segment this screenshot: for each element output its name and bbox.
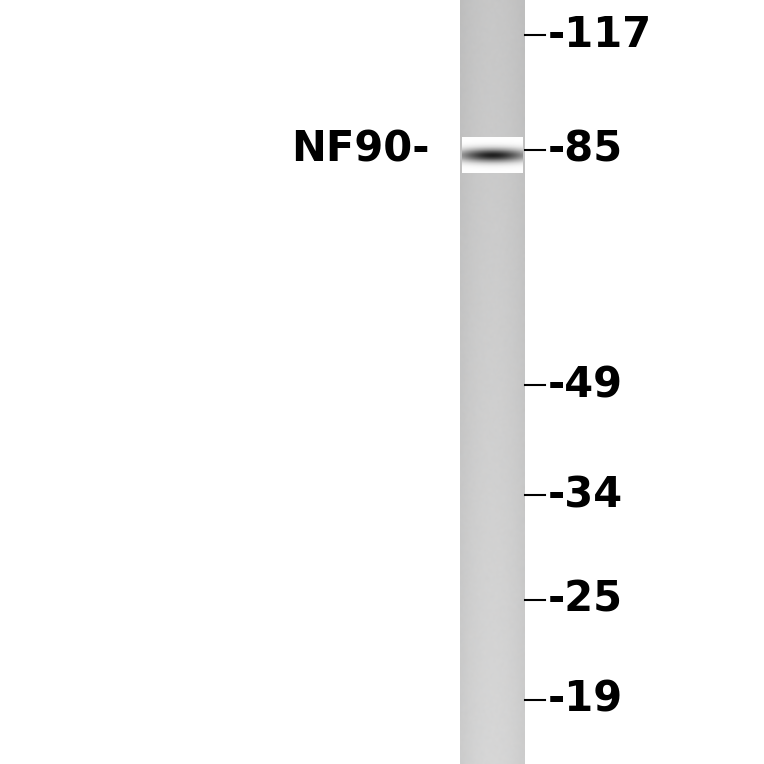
Text: -85: -85	[548, 129, 623, 171]
Text: -117: -117	[548, 14, 652, 56]
Text: -49: -49	[548, 364, 623, 406]
Text: -25: -25	[548, 579, 623, 621]
Text: -19: -19	[548, 679, 623, 721]
Text: -34: -34	[548, 474, 623, 516]
Text: NF90-: NF90-	[292, 129, 430, 171]
